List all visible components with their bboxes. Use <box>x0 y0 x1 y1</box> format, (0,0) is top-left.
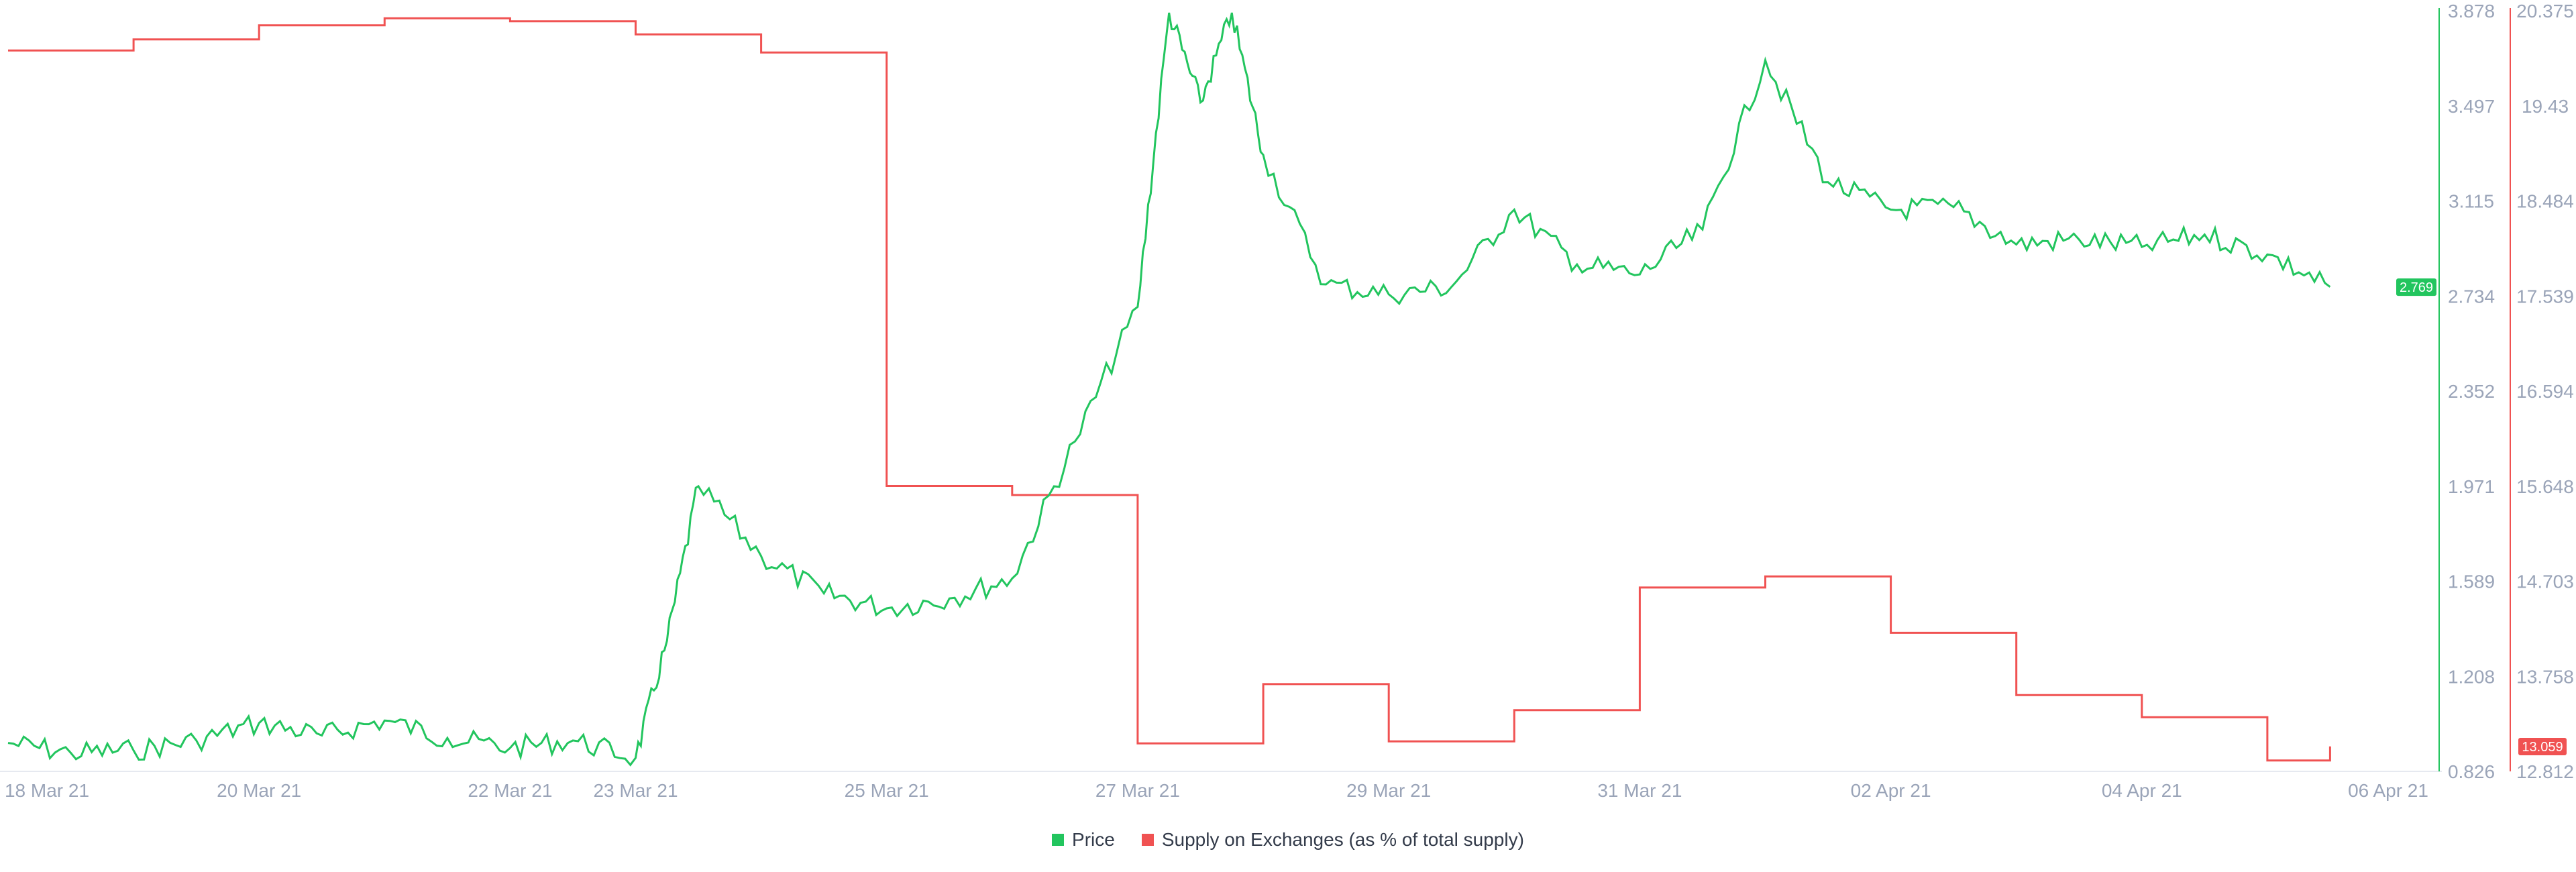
x-tick-label: 31 Mar 21 <box>1597 780 1682 801</box>
supply-series-line <box>8 17 2331 762</box>
legend-label-price: Price <box>1072 829 1115 850</box>
price-tick-label: 1.589 <box>2448 571 2495 592</box>
supply-tick-label: 17.539 <box>2516 286 2574 307</box>
price-tick-label: 2.734 <box>2448 286 2495 307</box>
legend-item-price[interactable]: Price <box>1052 829 1115 851</box>
price-tick-label: 0.826 <box>2448 761 2495 782</box>
supply-tick-label: 14.703 <box>2516 571 2574 592</box>
supply-swatch <box>1141 834 1154 846</box>
price-tick-label: 3.497 <box>2448 96 2495 117</box>
x-axis-ticks: 18 Mar 21 20 Mar 21 22 Mar 21 23 Mar 21 25 M… <box>5 780 2428 801</box>
supply-tick-label: 12.812 <box>2516 761 2574 782</box>
supply-tick-label: 13.758 <box>2516 666 2574 687</box>
price-tick-label: 3.878 <box>2448 1 2495 21</box>
price-current-value: 2.769 <box>2400 280 2433 295</box>
price-tick-label: 2.352 <box>2448 381 2495 402</box>
x-tick-label: 18 Mar 21 <box>5 780 89 801</box>
x-tick-label: 22 Mar 21 <box>468 780 552 801</box>
x-tick-label: 06 Apr 21 <box>2348 780 2428 801</box>
supply-current-value: 13.059 <box>2522 740 2563 755</box>
price-tick-label: 3.115 <box>2449 191 2494 212</box>
legend-item-supply[interactable]: Supply on Exchanges (as % of total suppl… <box>1141 829 1524 851</box>
supply-tick-label: 20.375 <box>2516 1 2574 21</box>
price-tick-label: 1.971 <box>2448 476 2495 497</box>
legend-label-supply: Supply on Exchanges (as % of total suppl… <box>1161 829 1524 850</box>
price-axis-ticks: 3.878 3.497 3.115 2.734 2.352 1.971 1.589 1.208… <box>2448 1 2495 782</box>
x-tick-label: 25 Mar 21 <box>845 780 929 801</box>
supply-tick-label: 18.484 <box>2516 191 2574 212</box>
supply-current-badge: 13.059 <box>2518 738 2567 755</box>
price-swatch <box>1052 834 1065 846</box>
x-tick-label: 02 Apr 21 <box>1851 780 1931 801</box>
x-tick-label: 27 Mar 21 <box>1095 780 1180 801</box>
price-current-badge: 2.769 <box>2396 278 2436 296</box>
price-tick-label: 1.208 <box>2448 666 2495 687</box>
x-tick-label: 23 Mar 21 <box>593 780 678 801</box>
x-tick-label: 20 Mar 21 <box>217 780 301 801</box>
x-tick-label: 04 Apr 21 <box>2102 780 2182 801</box>
supply-tick-label: 19.43 <box>2522 96 2569 117</box>
legend: Price Supply on Exchanges (as % of total… <box>0 826 2576 853</box>
x-tick-label: 29 Mar 21 <box>1346 780 1431 801</box>
price-series-line <box>7 12 2331 767</box>
plot-area <box>0 8 2511 772</box>
supply-tick-label: 16.594 <box>2516 381 2574 402</box>
supply-axis-ticks: 20.375 19.43 18.484 17.539 16.594 15.648 14.70… <box>2516 1 2574 782</box>
supply-tick-label: 15.648 <box>2516 476 2574 497</box>
